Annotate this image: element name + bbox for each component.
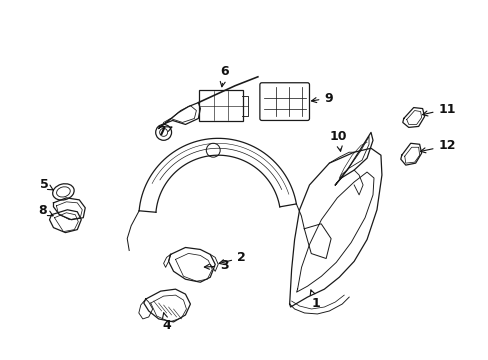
Text: 10: 10 [328,130,346,151]
Text: 6: 6 [220,65,228,87]
Text: 4: 4 [162,313,171,332]
Text: 3: 3 [204,259,228,272]
Text: 8: 8 [39,204,53,217]
Text: 12: 12 [420,139,455,153]
Text: 1: 1 [309,290,320,310]
Text: 11: 11 [422,103,455,116]
Text: 7: 7 [156,125,171,138]
Text: 2: 2 [219,251,245,265]
Text: 9: 9 [311,91,332,105]
Text: 5: 5 [40,178,54,191]
